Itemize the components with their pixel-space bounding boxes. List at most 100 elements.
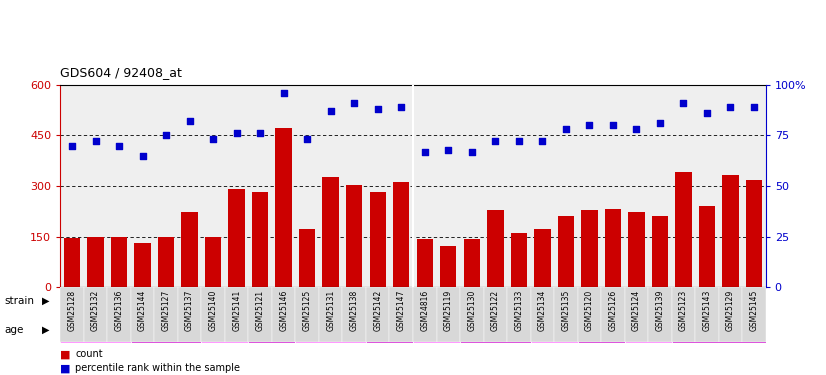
- Point: [183, 118, 197, 124]
- Bar: [299, 229, 316, 287]
- Bar: [346, 185, 363, 287]
- Point: [465, 148, 478, 154]
- Bar: [366, 316, 413, 343]
- Point: [324, 108, 337, 114]
- Point: [700, 110, 714, 116]
- Point: [65, 142, 78, 148]
- Text: 20 d: 20 d: [591, 325, 611, 334]
- Bar: [628, 212, 644, 287]
- Text: count: count: [75, 350, 102, 359]
- Text: 18 d: 18 d: [544, 325, 564, 334]
- Text: GSM25146: GSM25146: [279, 290, 288, 332]
- Bar: [225, 287, 249, 342]
- Bar: [393, 182, 410, 287]
- Text: GSM25142: GSM25142: [373, 290, 382, 331]
- Point: [206, 136, 220, 142]
- Point: [112, 142, 126, 148]
- Point: [536, 138, 549, 144]
- Point: [748, 104, 761, 110]
- Bar: [460, 287, 483, 342]
- Bar: [413, 287, 436, 342]
- Bar: [319, 287, 343, 342]
- Text: GSM25141: GSM25141: [232, 290, 241, 331]
- Text: GSM25128: GSM25128: [68, 290, 77, 331]
- Text: 15 d: 15 d: [156, 325, 176, 334]
- Bar: [369, 192, 386, 287]
- Bar: [719, 287, 743, 342]
- Text: GSM25127: GSM25127: [162, 290, 171, 331]
- Point: [159, 132, 173, 138]
- Bar: [366, 287, 390, 342]
- Point: [512, 138, 525, 144]
- Point: [395, 104, 408, 110]
- Bar: [296, 316, 366, 343]
- Point: [559, 126, 572, 132]
- Bar: [390, 287, 413, 342]
- Text: GSM25131: GSM25131: [326, 290, 335, 331]
- Text: GSM25134: GSM25134: [538, 290, 547, 332]
- Point: [254, 130, 267, 136]
- Text: GSM25137: GSM25137: [185, 290, 194, 332]
- Bar: [154, 287, 178, 342]
- Bar: [413, 316, 460, 343]
- Bar: [131, 287, 154, 342]
- Bar: [507, 287, 530, 342]
- Bar: [577, 287, 601, 342]
- Text: 15 d: 15 d: [485, 325, 506, 334]
- Bar: [249, 316, 296, 343]
- Bar: [202, 287, 225, 342]
- Text: 32 d: 32 d: [709, 325, 729, 334]
- Bar: [60, 287, 83, 342]
- Text: 20 d: 20 d: [262, 325, 282, 334]
- Text: GSM25138: GSM25138: [349, 290, 358, 331]
- Text: GSM25124: GSM25124: [632, 290, 641, 331]
- Bar: [413, 287, 766, 314]
- Bar: [111, 237, 127, 287]
- Bar: [695, 287, 719, 342]
- Bar: [530, 316, 577, 343]
- Text: NF1+/-: NF1+/-: [217, 296, 256, 306]
- Text: 10 d: 10 d: [86, 325, 106, 334]
- Text: ■: ■: [60, 363, 71, 373]
- Point: [136, 153, 150, 159]
- Text: GSM25129: GSM25129: [726, 290, 735, 331]
- Bar: [416, 239, 433, 287]
- Point: [606, 122, 620, 128]
- Bar: [699, 206, 715, 287]
- Text: GSM25133: GSM25133: [515, 290, 524, 332]
- Text: GSM25145: GSM25145: [749, 290, 758, 332]
- Bar: [672, 287, 695, 342]
- Text: GSM25119: GSM25119: [444, 290, 453, 331]
- Bar: [463, 239, 480, 287]
- Bar: [487, 210, 504, 287]
- Bar: [158, 237, 174, 287]
- Text: GDS604 / 92408_at: GDS604 / 92408_at: [60, 66, 183, 79]
- Text: 18 d: 18 d: [215, 325, 235, 334]
- Text: GSM25139: GSM25139: [655, 290, 664, 332]
- Point: [89, 138, 102, 144]
- Bar: [672, 316, 766, 343]
- Text: percentile rank within the sample: percentile rank within the sample: [75, 363, 240, 373]
- Bar: [534, 229, 551, 287]
- Point: [371, 106, 384, 112]
- Bar: [510, 232, 527, 287]
- Bar: [554, 287, 577, 342]
- Bar: [483, 287, 507, 342]
- Bar: [272, 287, 296, 342]
- Bar: [229, 189, 244, 287]
- Bar: [624, 316, 672, 343]
- Bar: [605, 209, 621, 287]
- Text: 32
d: 32 d: [384, 320, 395, 339]
- Text: GSM24816: GSM24816: [420, 290, 430, 331]
- Text: 28 d: 28 d: [320, 325, 340, 334]
- Text: GSM25125: GSM25125: [302, 290, 311, 331]
- Bar: [88, 237, 104, 287]
- Point: [418, 148, 431, 154]
- Text: GSM25122: GSM25122: [491, 290, 500, 331]
- Point: [489, 138, 502, 144]
- Text: wild type: wild type: [564, 296, 615, 306]
- Bar: [252, 192, 268, 287]
- Text: GSM25126: GSM25126: [609, 290, 617, 331]
- Bar: [436, 287, 460, 342]
- Point: [653, 120, 667, 126]
